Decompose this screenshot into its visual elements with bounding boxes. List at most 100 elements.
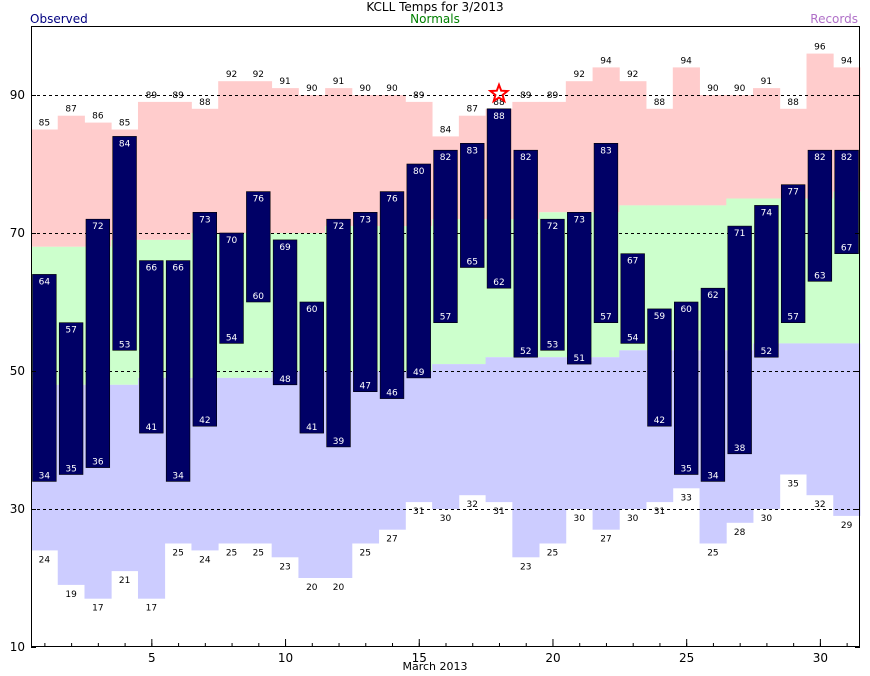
observed-low-label: 35 [65, 465, 76, 475]
observed-high-label: 73 [199, 215, 210, 225]
observed-low-label: 62 [493, 278, 504, 288]
observed-high-label: 59 [654, 312, 666, 322]
record-low-label: 25 [226, 549, 237, 559]
observed-high-label: 82 [440, 153, 451, 163]
record-low-label: 25 [547, 549, 558, 559]
observed-bar [379, 191, 405, 399]
y-tick-label: 10 [10, 640, 25, 654]
record-low-band [485, 357, 513, 503]
record-low-label: 25 [707, 549, 718, 559]
axis-layer: 10 30 50 70 90 5 10 15 20 25 30 [10, 26, 860, 665]
observed-high-label: 82 [841, 153, 852, 163]
record-high-label: 90 [707, 84, 719, 94]
record-high-label: 91 [333, 77, 344, 87]
record-high-label: 88 [199, 98, 211, 108]
x-axis-label: March 2013 [402, 660, 468, 673]
observed-low-label: 52 [520, 347, 531, 357]
observed-high-label: 76 [386, 195, 398, 205]
record-low-band [244, 377, 273, 544]
observed-high-label: 83 [600, 146, 611, 156]
observed-bar [165, 260, 191, 482]
record-low-label: 23 [279, 562, 290, 572]
observed-low-label: 54 [226, 333, 238, 343]
record-low-label: 25 [253, 549, 264, 559]
observed-low-label: 41 [146, 423, 157, 433]
record-high-label: 91 [761, 77, 772, 87]
record-low-label: 29 [841, 521, 853, 531]
record-high-label: 91 [279, 77, 290, 87]
record-high-label: 87 [65, 105, 76, 115]
chart-title: KCLL Temps for 3/2013 [366, 0, 504, 14]
record-low-label: 25 [360, 549, 371, 559]
observed-bar [567, 212, 592, 365]
observed-bar [433, 149, 458, 323]
observed-low-label: 39 [333, 437, 345, 447]
record-high-label: 89 [413, 91, 425, 101]
observed-bar [780, 184, 806, 323]
observed-bar [807, 149, 833, 282]
record-high-label: 87 [467, 105, 478, 115]
record-high-band [137, 101, 166, 240]
observed-bar [32, 274, 57, 482]
record-low-label: 30 [627, 514, 639, 524]
observed-bar [674, 301, 699, 475]
observed-high-label: 64 [39, 277, 51, 287]
record-low-label: 35 [787, 480, 798, 490]
y-tick-label: 70 [10, 226, 25, 240]
record-low-label: 31 [654, 507, 665, 517]
observed-low-label: 41 [306, 423, 317, 433]
x-tick-label: 20 [545, 651, 560, 665]
observed-high-label: 82 [814, 153, 825, 163]
x-tick-label: 25 [679, 651, 694, 665]
record-high-label: 89 [520, 91, 532, 101]
observed-low-label: 57 [600, 313, 611, 323]
record-low-label: 30 [761, 514, 773, 524]
record-high-label: 85 [119, 119, 130, 129]
observed-low-label: 63 [814, 271, 825, 281]
observed-high-label: 72 [92, 222, 103, 232]
record-low-band [806, 343, 834, 496]
record-high-band [31, 129, 59, 247]
record-high-label: 85 [39, 119, 50, 129]
x-tick-label: 15 [412, 651, 427, 665]
record-high-band [325, 88, 353, 227]
record-high-label: 88 [654, 98, 666, 108]
record-high-label: 96 [814, 43, 826, 53]
record-high-band [351, 95, 380, 227]
observed-low-label: 57 [787, 313, 798, 323]
record-low-band [512, 357, 540, 558]
record-low-label: 21 [119, 576, 130, 586]
record-high-label: 92 [627, 70, 638, 80]
y-tick-label: 50 [10, 364, 25, 378]
legend-observed: Observed [30, 12, 88, 26]
observed-low-label: 47 [360, 382, 371, 392]
observed-high-label: 84 [119, 139, 131, 149]
observed-bar [353, 212, 378, 392]
record-low-label: 27 [386, 535, 397, 545]
record-high-label: 94 [841, 56, 853, 66]
observed-bar [727, 225, 752, 455]
record-low-band [539, 357, 567, 544]
record-low-band [619, 350, 647, 509]
record-high-label: 88 [787, 98, 799, 108]
record-low-label: 17 [92, 604, 103, 614]
observed-high-label: 77 [787, 188, 798, 198]
record-low-label: 30 [573, 514, 585, 524]
observed-high-label: 88 [493, 112, 505, 122]
record-low-label: 32 [467, 500, 478, 510]
record-high-label: 90 [306, 84, 318, 94]
observed-bar [246, 191, 271, 303]
record-low-band [432, 364, 460, 509]
record-high-label: 86 [92, 112, 104, 122]
record-low-label: 17 [146, 604, 157, 614]
observed-high-label: 82 [520, 153, 531, 163]
observed-low-label: 36 [92, 458, 104, 468]
record-low-band [111, 384, 139, 572]
observed-bar [620, 253, 645, 344]
record-low-label: 32 [814, 500, 825, 510]
observed-low-label: 65 [467, 258, 478, 268]
observed-high-label: 62 [707, 291, 718, 301]
observed-bar [754, 205, 779, 358]
observed-bar [460, 143, 485, 268]
